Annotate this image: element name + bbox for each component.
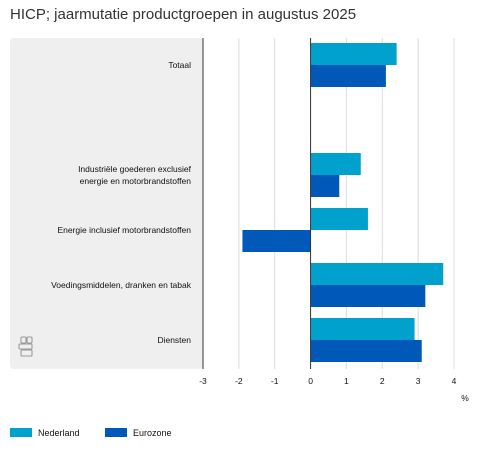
legend: Nederland Eurozone xyxy=(10,428,172,438)
legend-label: Eurozone xyxy=(133,428,172,438)
legend-label: Nederland xyxy=(38,428,80,438)
x-tick-label: -2 xyxy=(235,376,243,386)
x-tick-label: 4 xyxy=(452,376,457,386)
x-tick-label: 1 xyxy=(344,376,349,386)
category-label: Industriële goederen exclusief energie en… xyxy=(78,164,192,186)
x-tick-label: 2 xyxy=(380,376,385,386)
bar xyxy=(310,263,444,285)
x-tick-label: 3 xyxy=(416,376,421,386)
category-label: Diensten xyxy=(157,335,191,345)
category-label: Totaal xyxy=(168,60,191,70)
legend-swatch xyxy=(10,428,32,437)
bar xyxy=(310,208,368,230)
chart-label-panel xyxy=(10,38,203,369)
bar xyxy=(310,285,426,307)
legend-swatch xyxy=(105,428,127,437)
bar xyxy=(310,153,361,175)
category-labels: Totaal Industriële goederen exclusief ener… xyxy=(51,60,192,345)
bars xyxy=(242,43,444,362)
x-tick-label: -3 xyxy=(199,376,207,386)
category-label: Voedingsmiddelen, dranken en tabak xyxy=(51,280,192,290)
bar xyxy=(310,318,415,340)
bar xyxy=(310,43,397,65)
x-axis-unit: % xyxy=(461,393,469,403)
axis xyxy=(202,38,312,369)
bar xyxy=(310,65,386,87)
bar xyxy=(310,340,422,362)
bar xyxy=(310,175,340,197)
chart-title: HICP; jaarmutatie productgroepen in augu… xyxy=(10,6,357,23)
bar xyxy=(242,230,311,252)
cbs-logo-icon xyxy=(18,336,33,357)
x-tick-label: 0 xyxy=(308,376,313,386)
x-tick-labels: -3 -2 -1 0 1 2 3 4 xyxy=(199,376,456,386)
category-label: Energie inclusief motorbrandstoffen xyxy=(57,225,191,235)
x-tick-label: -1 xyxy=(271,376,279,386)
